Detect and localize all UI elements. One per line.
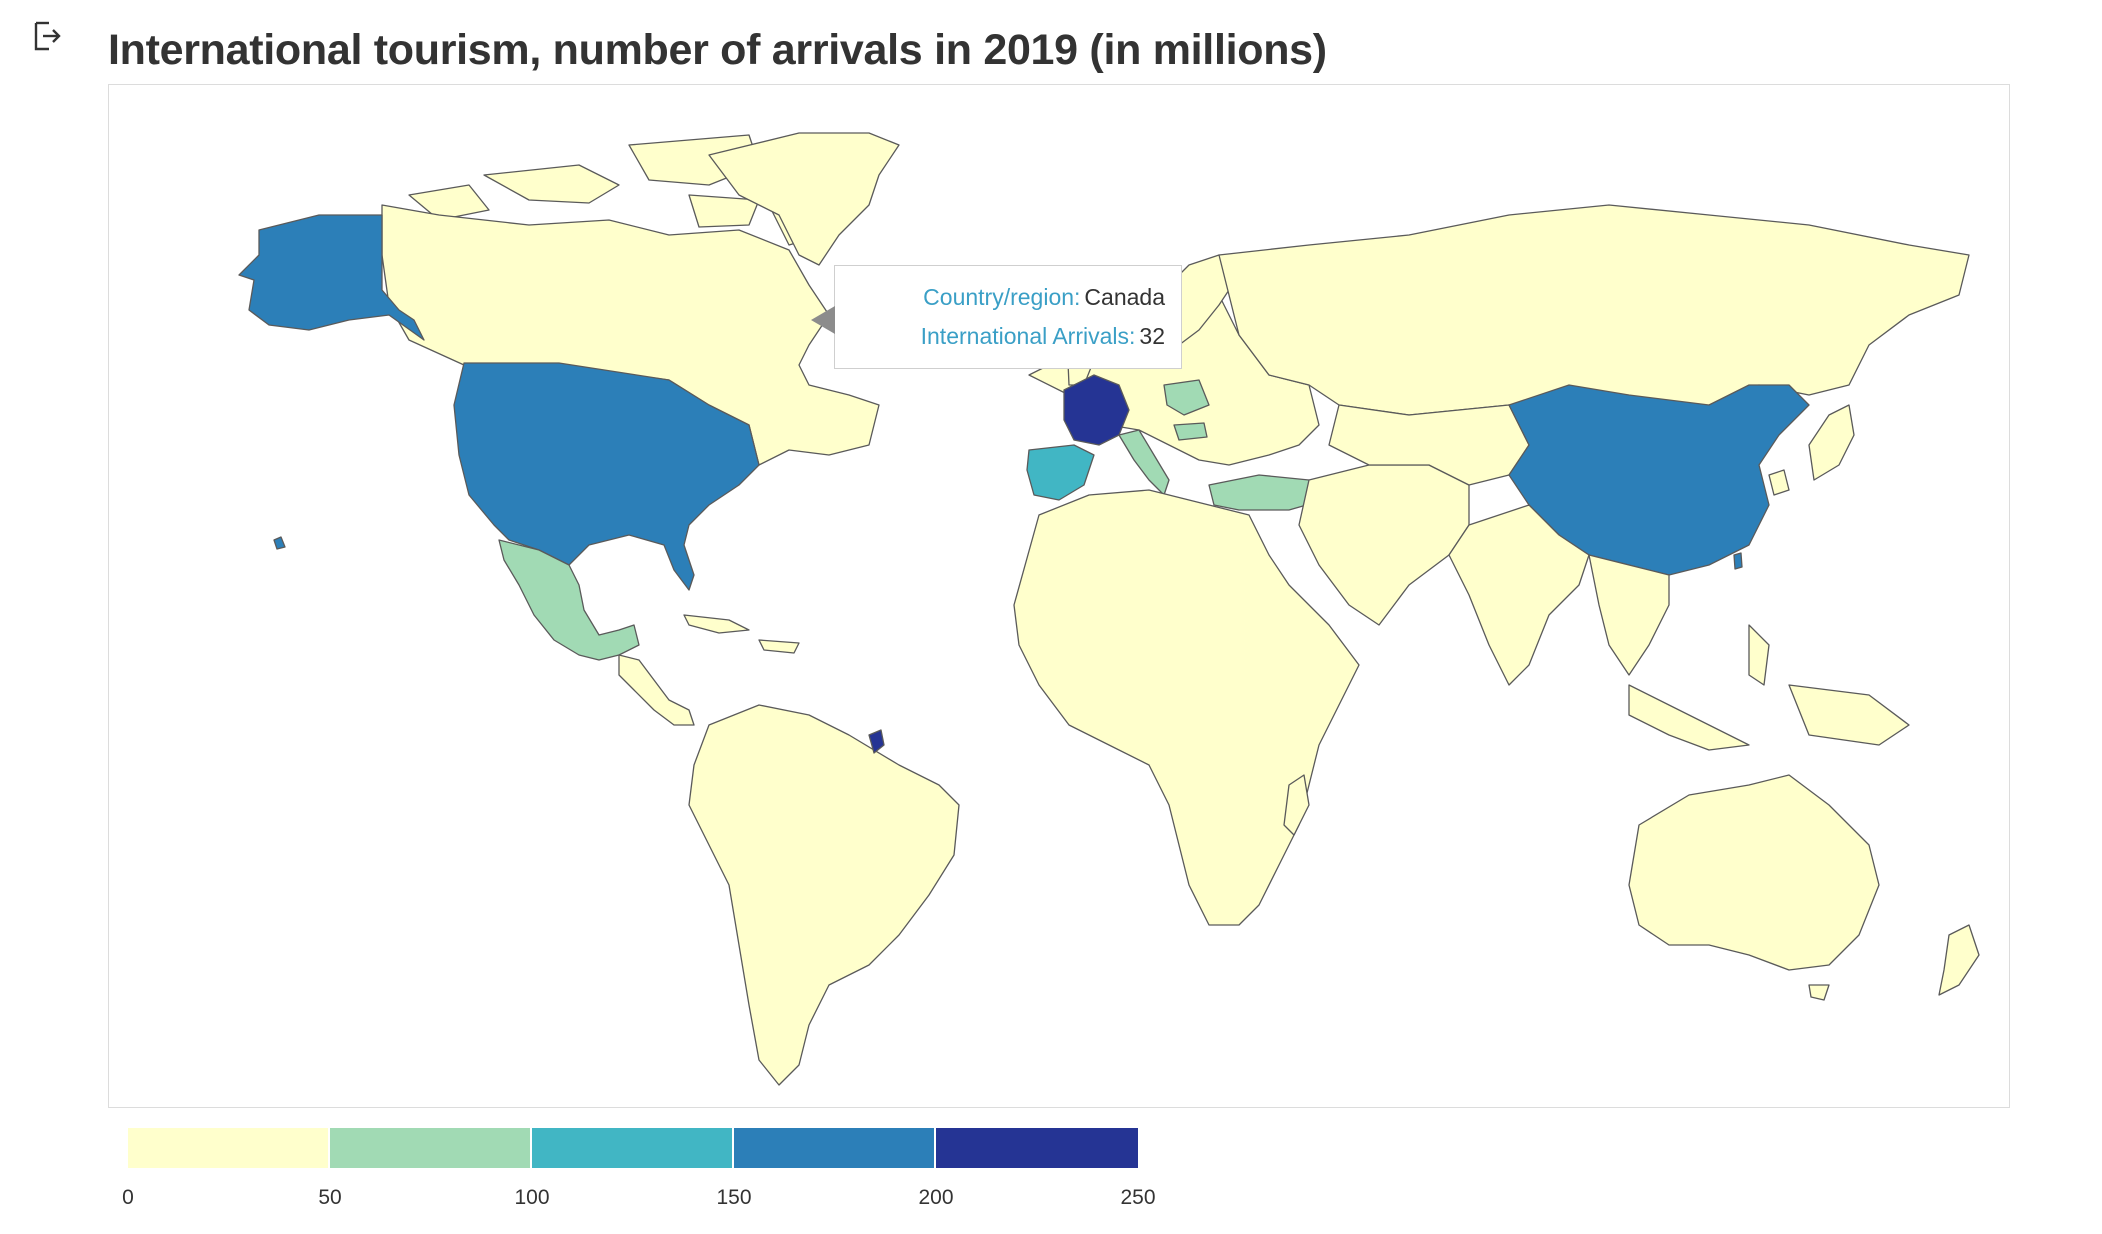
korea[interactable]: [1768, 469, 1790, 496]
new-zealand[interactable]: [1938, 924, 1980, 996]
legend-tick-0: 0: [122, 1186, 134, 1209]
tooltip-arrivals-key: International Arrivals:: [920, 323, 1136, 349]
tooltip-country-row: Country/region: Canada: [835, 284, 1165, 311]
country-mexico[interactable]: [498, 539, 640, 661]
legend-tick-250: 250: [1120, 1186, 1156, 1209]
legend-tick-150: 150: [716, 1186, 752, 1209]
hover-tooltip: Country/region: Canada International Arr…: [811, 265, 1182, 369]
world-map[interactable]: [109, 85, 2009, 1107]
central-asia[interactable]: [1328, 404, 1530, 486]
legend-tick-50: 50: [318, 1186, 342, 1209]
africa[interactable]: [1013, 489, 1360, 926]
country-italy[interactable]: [1118, 429, 1170, 496]
middle-east[interactable]: [1298, 464, 1470, 626]
legend-tick-200: 200: [918, 1186, 954, 1209]
legend-color-bar: [128, 1128, 1140, 1168]
legend-swatch-3: [734, 1128, 936, 1168]
japan[interactable]: [1808, 404, 1855, 481]
legend-swatch-2: [532, 1128, 734, 1168]
madagascar[interactable]: [1283, 774, 1310, 836]
country-greenland[interactable]: [708, 132, 900, 266]
legend-swatch-1: [330, 1128, 532, 1168]
color-legend: 0 50 100 150 200 250: [122, 1128, 1156, 1216]
country-united-states[interactable]: [453, 362, 760, 591]
country-alaska[interactable]: [238, 214, 425, 341]
country-taiwan[interactable]: [1733, 552, 1743, 570]
country-russia[interactable]: [1218, 204, 1970, 416]
australia[interactable]: [1628, 774, 1880, 971]
open-in-new-window-icon[interactable]: [32, 20, 64, 52]
country-spain[interactable]: [1026, 444, 1095, 501]
south-america[interactable]: [688, 704, 960, 1086]
legend-swatch-4: [936, 1128, 1138, 1168]
tooltip-pointer: [811, 306, 835, 334]
world-map-panel[interactable]: Country/region: Canada International Arr…: [108, 84, 2010, 1108]
legend-tick-labels: 0 50 100 150 200 250: [122, 1186, 1155, 1216]
legend-tick-100: 100: [514, 1186, 550, 1209]
caribbean-islands[interactable]: [683, 614, 800, 654]
country-hungary[interactable]: [1173, 422, 1208, 441]
tooltip-arrivals-row: International Arrivals: 32: [835, 323, 1165, 350]
country-poland[interactable]: [1163, 379, 1210, 416]
central-america[interactable]: [618, 654, 695, 726]
southeast-asia[interactable]: [1588, 554, 1910, 751]
tooltip-country-key: Country/region:: [923, 284, 1081, 310]
tooltip-country-value: Canada: [1084, 284, 1165, 310]
chart-title: International tourism, number of arrival…: [108, 26, 1327, 74]
country-india[interactable]: [1448, 504, 1590, 686]
hawaii[interactable]: [273, 536, 286, 550]
country-french-guiana[interactable]: [868, 729, 885, 754]
legend-swatch-0: [128, 1128, 330, 1168]
tooltip-arrivals-value: 32: [1139, 323, 1165, 349]
tasmania[interactable]: [1808, 984, 1830, 1001]
